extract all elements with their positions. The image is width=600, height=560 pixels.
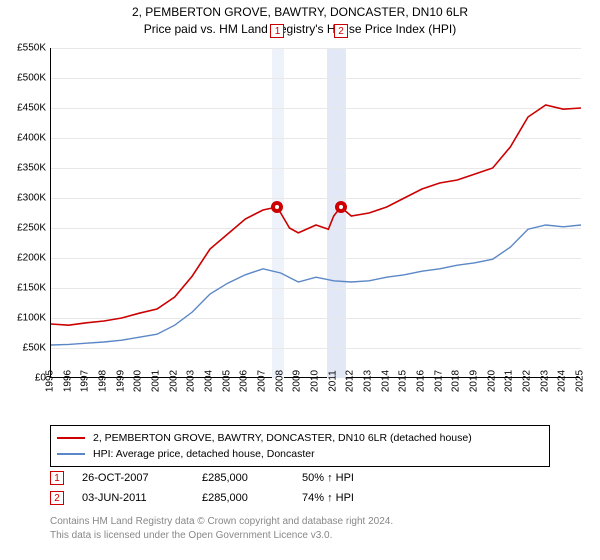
xtick-label: 2005 (221, 370, 232, 392)
xtick-label: 1997 (80, 370, 91, 392)
xtick-label: 2012 (345, 370, 356, 392)
xtick-label: 2010 (310, 370, 321, 392)
xtick-label: 2017 (433, 370, 444, 392)
chart: 12 £0£50K£100K£150K£200K£250K£300K£350K£… (50, 48, 580, 393)
ytick-label: £200K (17, 253, 46, 264)
sale-price-1: £285,000 (202, 472, 302, 484)
xtick-label: 2002 (168, 370, 179, 392)
xtick-label: 2007 (257, 370, 268, 392)
sale-diff-2: 74% ↑ HPI (302, 492, 402, 504)
ytick-label: £50K (23, 343, 46, 354)
xtick-label: 2018 (451, 370, 462, 392)
xtick-label: 2011 (327, 370, 338, 392)
legend-swatch-property (57, 437, 85, 439)
xtick-label: 2022 (522, 370, 533, 392)
sale-flag-marker-1: 1 (270, 24, 284, 38)
sale-marker-1 (271, 201, 283, 213)
xtick-label: 1996 (62, 370, 73, 392)
xtick-label: 2016 (416, 370, 427, 392)
sale-price-2: £285,000 (202, 492, 302, 504)
legend-swatch-hpi (57, 453, 85, 455)
legend-label-hpi: HPI: Average price, detached house, Donc… (93, 448, 315, 460)
chart-lines (51, 48, 581, 378)
title-address: 2, PEMBERTON GROVE, BAWTRY, DONCASTER, D… (0, 4, 600, 21)
sales-table: 1 26-OCT-2007 £285,000 50% ↑ HPI 2 03-JU… (50, 468, 402, 508)
sales-row-2: 2 03-JUN-2011 £285,000 74% ↑ HPI (50, 488, 402, 508)
ytick-label: £500K (17, 73, 46, 84)
ytick-label: £150K (17, 283, 46, 294)
ytick-label: £350K (17, 163, 46, 174)
legend: 2, PEMBERTON GROVE, BAWTRY, DONCASTER, D… (50, 425, 550, 467)
xtick-label: 2004 (204, 370, 215, 392)
sale-date-2: 03-JUN-2011 (82, 492, 202, 504)
sales-row-1: 1 26-OCT-2007 £285,000 50% ↑ HPI (50, 468, 402, 488)
sale-flag-2: 2 (50, 491, 64, 505)
series-hpi (51, 225, 581, 345)
legend-label-property: 2, PEMBERTON GROVE, BAWTRY, DONCASTER, D… (93, 432, 472, 444)
ytick-label: £400K (17, 133, 46, 144)
sale-flag-marker-2: 2 (334, 24, 348, 38)
xtick-label: 2014 (380, 370, 391, 392)
title-block: 2, PEMBERTON GROVE, BAWTRY, DONCASTER, D… (0, 0, 600, 38)
xtick-label: 2020 (486, 370, 497, 392)
xtick-label: 1999 (115, 370, 126, 392)
ytick-label: £300K (17, 193, 46, 204)
ytick-label: £100K (17, 313, 46, 324)
ytick-label: £450K (17, 103, 46, 114)
xtick-label: 2015 (398, 370, 409, 392)
ytick-label: £550K (17, 43, 46, 54)
sale-marker-2 (335, 201, 347, 213)
xtick-label: 2023 (539, 370, 550, 392)
xtick-label: 2013 (363, 370, 374, 392)
xtick-label: 2008 (274, 370, 285, 392)
title-subtitle: Price paid vs. HM Land Registry's House … (0, 21, 600, 38)
sale-flag-1: 1 (50, 471, 64, 485)
xtick-label: 2009 (292, 370, 303, 392)
xtick-label: 2019 (469, 370, 480, 392)
xtick-label: 2003 (186, 370, 197, 392)
series-property (51, 105, 581, 325)
xtick-label: 2021 (504, 370, 515, 392)
sale-diff-1: 50% ↑ HPI (302, 472, 402, 484)
xtick-label: 2024 (557, 370, 568, 392)
ytick-label: £250K (17, 223, 46, 234)
xtick-label: 1995 (45, 370, 56, 392)
xtick-label: 2000 (133, 370, 144, 392)
legend-item-property: 2, PEMBERTON GROVE, BAWTRY, DONCASTER, D… (57, 430, 543, 446)
xtick-label: 2006 (239, 370, 250, 392)
legend-item-hpi: HPI: Average price, detached house, Donc… (57, 446, 543, 462)
page-root: 2, PEMBERTON GROVE, BAWTRY, DONCASTER, D… (0, 0, 600, 560)
xtick-label: 2001 (151, 370, 162, 392)
footer-licence: This data is licensed under the Open Gov… (50, 529, 393, 543)
xtick-label: 1998 (98, 370, 109, 392)
footer-copyright: Contains HM Land Registry data © Crown c… (50, 515, 393, 529)
plot-area: 12 (50, 48, 580, 378)
xtick-label: 2025 (575, 370, 586, 392)
footer: Contains HM Land Registry data © Crown c… (50, 515, 393, 542)
sale-date-1: 26-OCT-2007 (82, 472, 202, 484)
